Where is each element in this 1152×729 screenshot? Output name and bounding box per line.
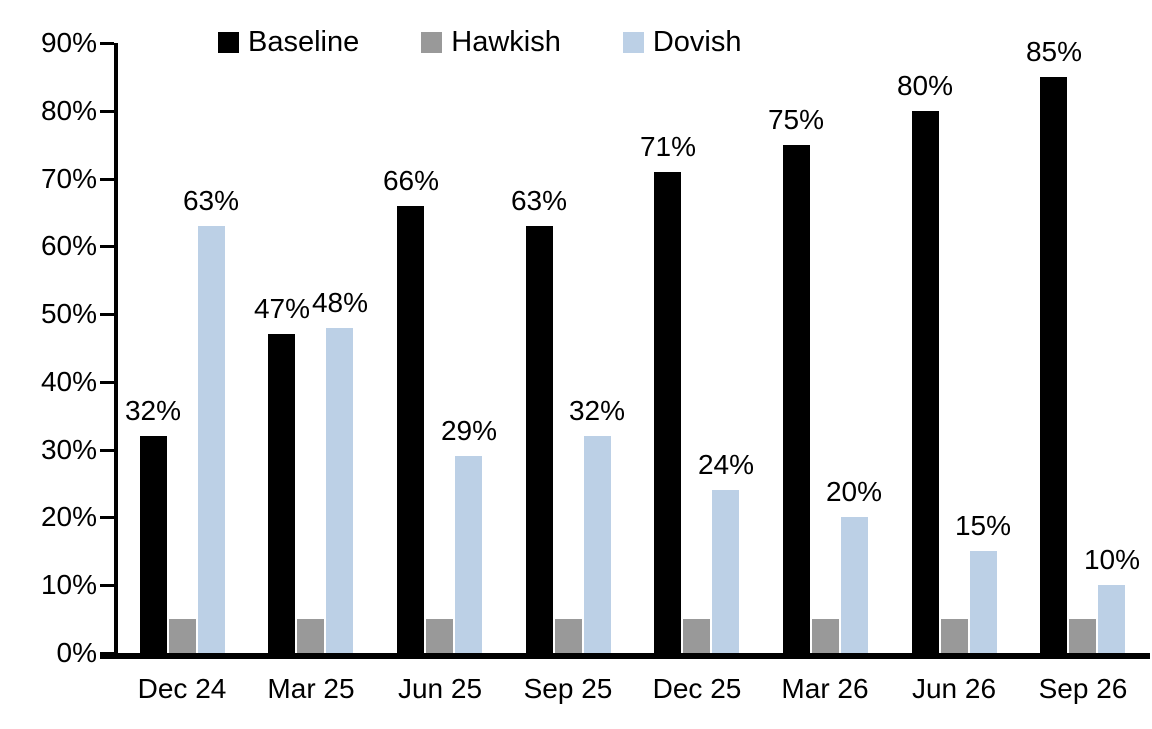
bar-hawkish [683,619,710,653]
bar-value-label: 15% [954,510,1012,541]
bar-dovish [970,551,997,653]
bar-baseline [140,436,167,653]
x-axis-category-label: Jun 26 [911,673,997,704]
x-axis-category-label: Jun 25 [397,673,483,704]
bar-hawkish [555,619,582,653]
bar-value-label: 10% [1083,544,1141,575]
bar-baseline [912,111,939,653]
y-axis-tick-label: 10% [40,569,97,600]
bar-value-label: 75% [767,104,825,135]
bar-baseline [654,172,681,653]
y-axis-tick-label: 40% [40,366,97,397]
bar-dovish [455,456,482,653]
bar-value-label: 20% [825,476,883,507]
x-axis-category-label: Mar 26 [781,673,869,704]
bar-value-label: 47% [253,293,311,324]
legend-label: Dovish [652,26,742,58]
bar-value-label: 63% [182,185,240,216]
x-axis-category-label: Dec 24 [137,673,227,704]
legend-item-hawkish: Hawkish [421,26,561,58]
bar-value-label: 85% [1025,36,1083,67]
x-axis-line [100,653,1150,659]
bar-value-label: 24% [697,449,755,480]
y-axis-tick-label: 20% [40,501,97,532]
y-axis-tick [100,245,114,248]
bar-value-label: 66% [382,165,440,196]
bar-value-label: 32% [568,395,626,426]
bar-value-label: 63% [510,185,568,216]
bar-hawkish [941,619,968,653]
y-axis-tick [100,313,114,316]
legend-swatch-icon [622,31,644,53]
bar-hawkish [426,619,453,653]
x-axis-category-label: Sep 26 [1038,673,1128,704]
bar-hawkish [1069,619,1096,653]
bar-dovish [584,436,611,653]
y-axis-tick [100,516,114,519]
y-axis-tick [100,584,114,587]
bar-hawkish [169,619,196,653]
bar-value-label: 29% [440,415,498,446]
y-axis-tick-label: 60% [40,230,97,261]
bar-value-label: 80% [896,70,954,101]
bar-baseline [1040,77,1067,653]
x-axis-category-label: Mar 25 [267,673,355,704]
legend-item-baseline: Baseline [218,26,359,58]
y-axis-tick [100,110,114,113]
y-axis-tick [100,381,114,384]
bar-dovish [198,226,225,653]
y-axis-tick-label: 90% [40,27,97,58]
legend-label: Baseline [248,26,360,58]
y-axis-tick-label: 0% [56,637,97,668]
legend-swatch-icon [421,31,443,53]
bar-value-label: 71% [639,131,697,162]
x-axis-category-label: Sep 25 [523,673,613,704]
bar-value-label: 48% [311,287,369,318]
legend-label: Hawkish [451,26,561,58]
y-axis-tick [100,178,114,181]
bar-value-label: 32% [124,395,182,426]
y-axis-tick-label: 70% [40,163,97,194]
y-axis-tick-label: 80% [40,95,97,126]
bar-dovish [712,490,739,653]
y-axis-tick-label: 30% [40,434,97,465]
chart-legend: Baseline Hawkish Dovish [218,26,742,58]
y-axis-tick-label: 50% [40,298,97,329]
x-axis-category-label: Dec 25 [652,673,742,704]
y-axis-line [114,43,118,659]
bar-dovish [326,328,353,653]
bar-dovish [841,517,868,653]
y-axis-tick [100,42,114,45]
bar-baseline [397,206,424,653]
y-axis-tick [100,652,114,655]
y-axis-tick [100,449,114,452]
bar-baseline [526,226,553,653]
legend-swatch-icon [218,31,239,53]
bar-baseline [268,334,295,653]
bar-hawkish [297,619,324,653]
legend-item-dovish: Dovish [622,26,742,58]
bar-hawkish [812,619,839,653]
bar-baseline [783,145,810,653]
bar-dovish [1098,585,1125,653]
